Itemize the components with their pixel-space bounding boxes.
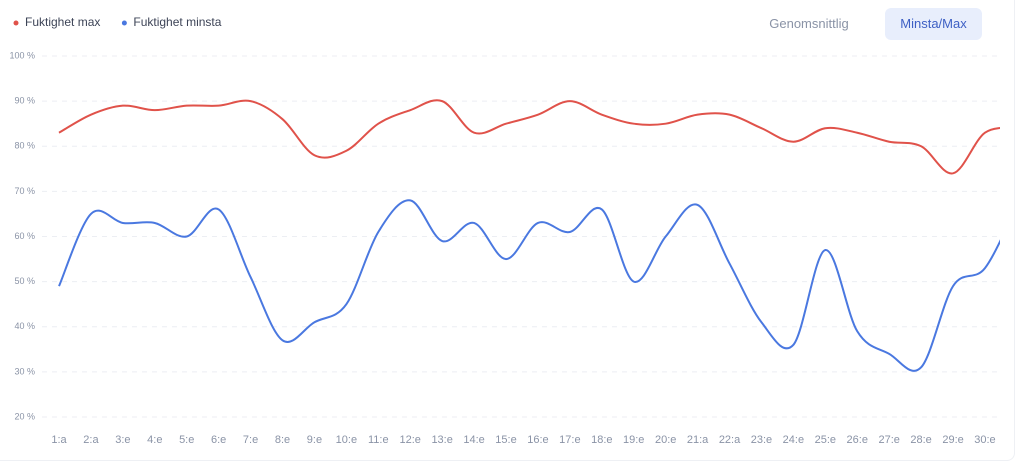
- x-tick-label: 29:e: [942, 434, 963, 446]
- legend-dot: [13, 20, 19, 26]
- y-tick-label: 90 %: [14, 96, 35, 106]
- y-tick-label: 40 %: [14, 321, 35, 331]
- x-tick-label: 14:e: [463, 434, 484, 446]
- y-tick-label: 70 %: [14, 186, 35, 196]
- x-tick-label: 4:e: [147, 434, 162, 446]
- x-tick-label: 25:e: [815, 434, 836, 446]
- x-tick-label: 11:e: [368, 434, 389, 446]
- legend-label: Fuktighet minsta: [133, 15, 221, 29]
- legend-label: Fuktighet max: [25, 15, 100, 29]
- x-tick-label: 16:e: [527, 434, 548, 446]
- x-tick-label: 27:e: [878, 434, 899, 446]
- legend-item[interactable]: Fuktighet minsta: [121, 15, 222, 29]
- legend-item[interactable]: Fuktighet max: [13, 15, 101, 29]
- x-tick-label: 17:e: [559, 434, 580, 446]
- x-tick-label: 18:e: [591, 434, 612, 446]
- chart: 20 % 30 % 40 % 50 % 60 % 70 % 80 % 90 % 100 % 1:a…: [9, 15, 1000, 446]
- y-tick-label: 80 %: [14, 141, 35, 151]
- data-line: [58, 199, 1000, 372]
- y-tick-label: 60 %: [14, 231, 35, 241]
- x-tick-label: 1:a: [51, 434, 67, 446]
- tab-button[interactable]: Genomsnittlig: [769, 16, 849, 31]
- x-tick-label: 9:e: [307, 434, 322, 446]
- data-line: [58, 99, 1000, 175]
- x-tick-label: 24:e: [783, 434, 804, 446]
- x-tick-label: 23:e: [751, 434, 772, 446]
- x-tick-label: 13:e: [431, 434, 452, 446]
- x-tick-label: 8:e: [275, 434, 290, 446]
- x-tick-label: 12:e: [400, 434, 421, 446]
- legend-dot: [121, 20, 127, 26]
- y-tick-label: 100 %: [9, 50, 35, 60]
- x-tick-label: 7:e: [243, 434, 258, 446]
- x-tick-label: 2:a: [83, 434, 99, 446]
- y-tick-label: 30 %: [14, 366, 35, 376]
- tab-button[interactable]: Minsta/Max: [885, 8, 982, 40]
- x-tick-label: 20:e: [655, 434, 676, 446]
- y-tick-label: 20 %: [14, 411, 35, 421]
- x-tick-label: 28:e: [910, 434, 931, 446]
- x-tick-label: 3:e: [115, 434, 130, 446]
- x-tick-label: 21:a: [687, 434, 709, 446]
- x-tick-label: 15:e: [495, 434, 516, 446]
- x-tick-label: 5:e: [179, 434, 194, 446]
- y-tick-label: 50 %: [14, 276, 35, 286]
- x-tick-label: 26:e: [847, 434, 868, 446]
- x-tick-label: 6:e: [211, 434, 226, 446]
- x-tick-label: 19:e: [623, 434, 644, 446]
- x-tick-label: 10:e: [336, 434, 357, 446]
- x-tick-label: 22:a: [719, 434, 741, 446]
- x-tick-label: 30:e: [974, 434, 995, 446]
